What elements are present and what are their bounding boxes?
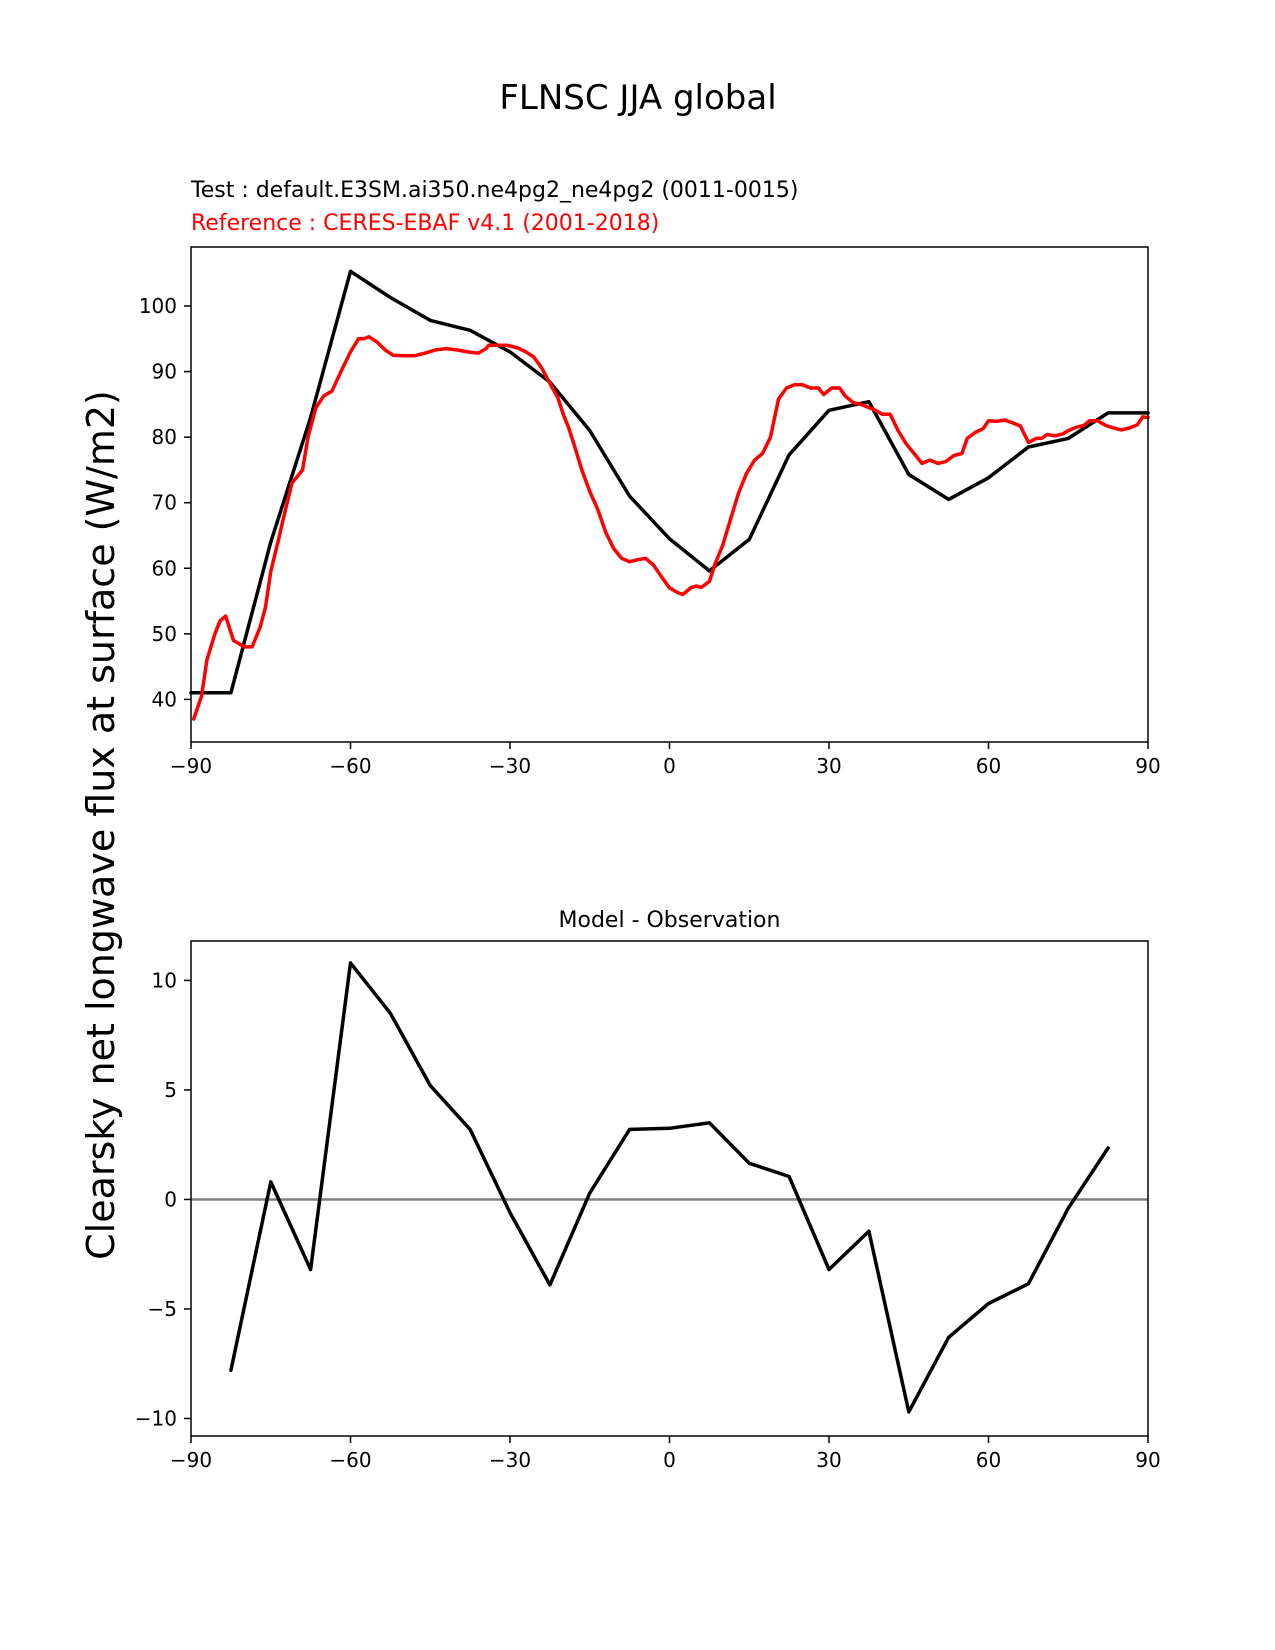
y-tick-label: 80: [152, 425, 177, 449]
x-tick-label: 90: [1135, 754, 1160, 778]
bottom-panel-title: Model - Observation: [559, 908, 781, 933]
y-tick-label: 40: [152, 687, 177, 711]
bottom-series-layer: [191, 961, 1148, 1414]
y-tick-label: −10: [135, 1406, 177, 1430]
top-ticks-layer: −90 −60 −30 0 30 60 90 40 50 60 70 80 90 100: [139, 294, 1161, 778]
x-tick-label: 60: [976, 754, 1001, 778]
bottom-axes-frame: [190, 940, 1149, 1437]
x-tick-label: 90: [1135, 1448, 1160, 1472]
y-tick-label: 60: [152, 556, 177, 580]
x-tick-label: −60: [329, 754, 371, 778]
y-axis-label: Clearsky net longwave flux at surface (W…: [79, 390, 123, 1260]
top-series-layer: [189, 269, 1150, 721]
x-tick-label: −60: [329, 1448, 371, 1472]
reference-series-line: [191, 335, 1150, 721]
bottom-ticks-layer: −90 −60 −30 0 30 60 90 −10 −5 0 5 10: [135, 968, 1161, 1472]
bottom-panel: Model - Observation −90 −60 −30 0 30 60 90−10−…: [135, 908, 1161, 1472]
figure-title: FLNSC JJA global: [499, 78, 776, 118]
x-tick-label: −90: [170, 754, 212, 778]
x-tick-label: 30: [816, 754, 841, 778]
y-tick-label: 0: [164, 1187, 177, 1211]
x-tick-label: 0: [663, 754, 676, 778]
test-series-line: [189, 269, 1150, 695]
y-tick-label: 90: [152, 360, 177, 384]
test-label: Test : default.E3SM.ai350.ne4pg2_ne4pg2 …: [190, 178, 798, 203]
x-tick-label: 0: [663, 1448, 676, 1472]
x-tick-label: 30: [816, 1448, 841, 1472]
reference-label: Reference : CERES-EBAF v4.1 (2001-2018): [191, 211, 659, 236]
y-tick-label: 100: [139, 294, 177, 318]
top-panel: Test : default.E3SM.ai350.ne4pg2_ne4pg2 …: [139, 178, 1161, 778]
difference-series-line: [229, 961, 1110, 1414]
y-tick-label: 5: [164, 1078, 177, 1102]
y-tick-label: 10: [152, 968, 177, 992]
x-tick-label: −30: [489, 754, 531, 778]
x-tick-label: −90: [170, 1448, 212, 1472]
y-tick-label: −5: [148, 1297, 177, 1321]
x-tick-label: −30: [489, 1448, 531, 1472]
top-axes-frame: [190, 246, 1149, 743]
y-tick-label: 50: [152, 622, 177, 646]
y-tick-label: 70: [152, 491, 177, 515]
x-tick-label: 60: [976, 1448, 1001, 1472]
